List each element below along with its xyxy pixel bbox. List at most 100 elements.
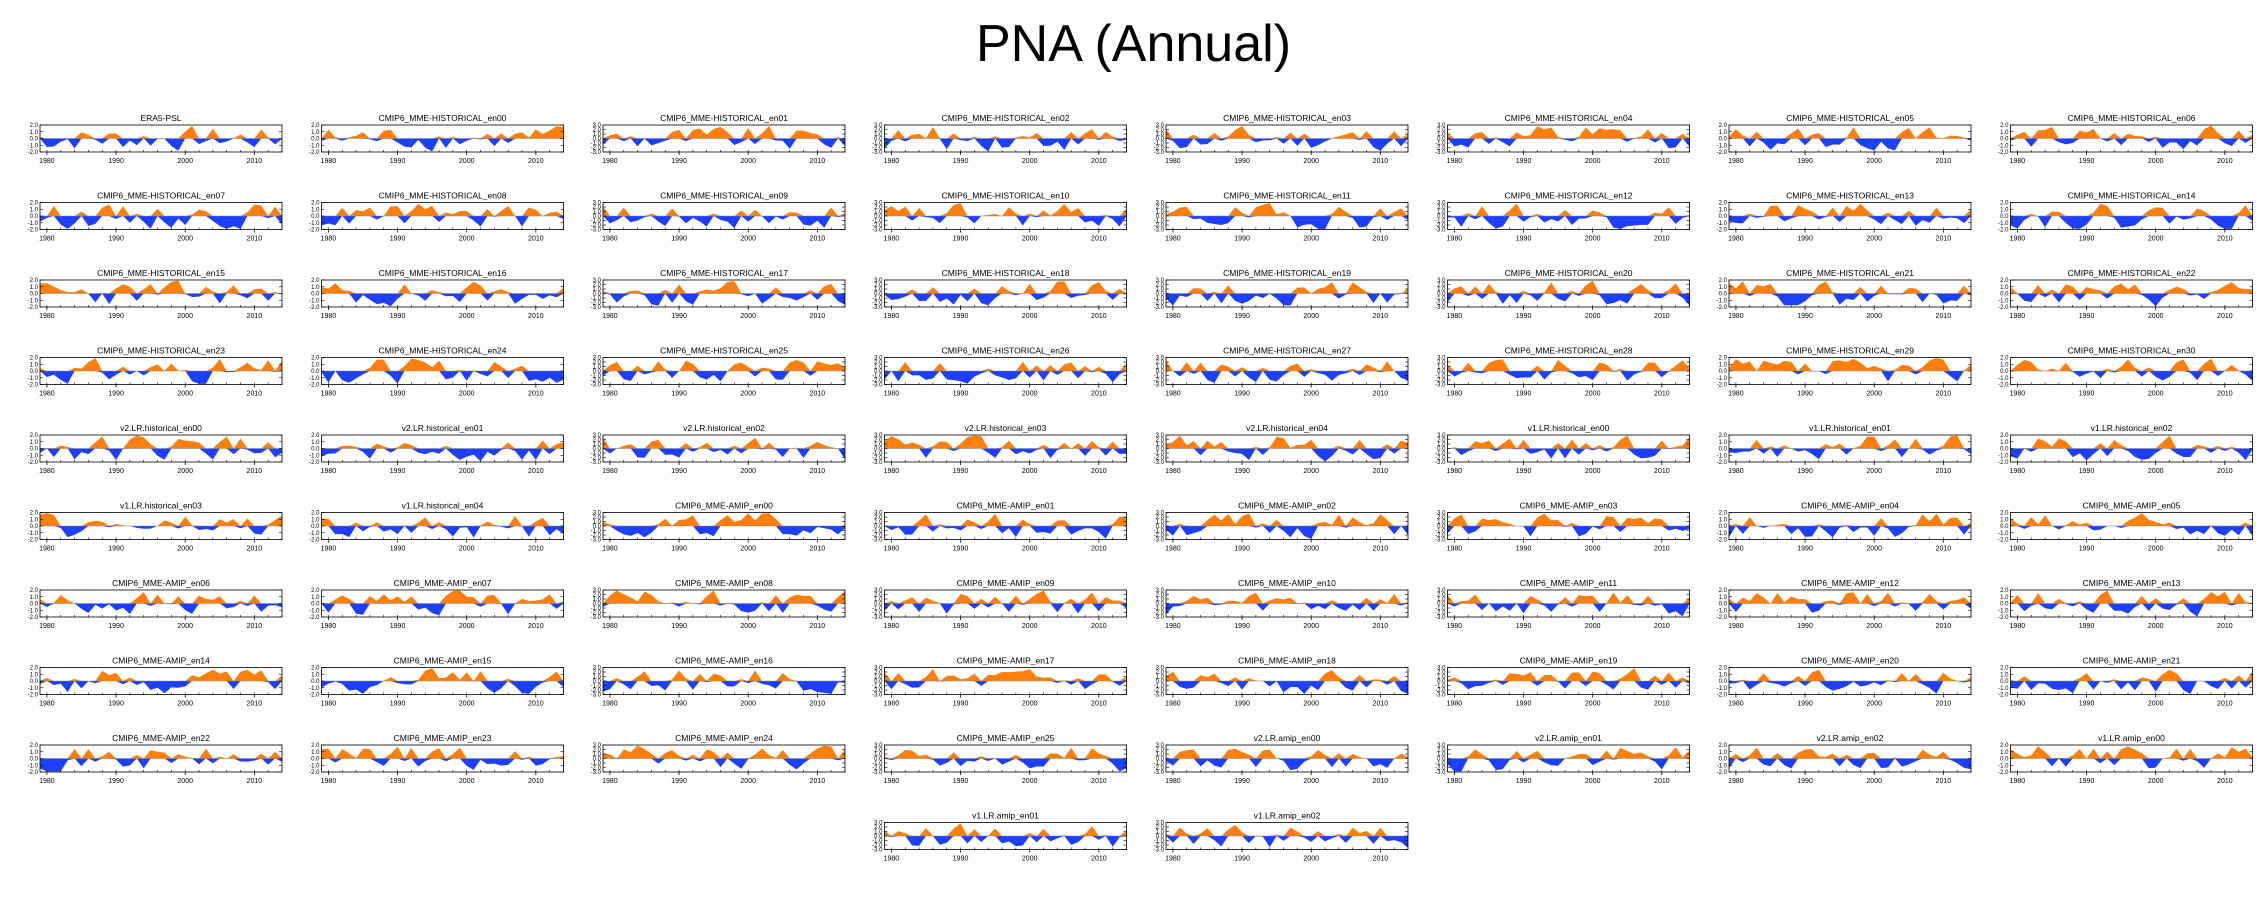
panel-42: CMIP6_MME-AMIP_en00 1980 1990 2000 2010 3.02.… xyxy=(591,501,846,553)
y-tick-label: 0.0 xyxy=(311,524,320,530)
panel-title: CMIP6_MME-AMIP_en19 xyxy=(1520,656,1618,666)
panel-title: v2.LR.amip_en01 xyxy=(1535,733,1602,743)
y-tick-label: -1.0 xyxy=(1435,374,1446,380)
y-tick-label: 1.0 xyxy=(1719,517,1728,523)
x-tick-label: 1980 xyxy=(321,236,337,243)
panel-12: CMIP6_MME-HISTORICAL_en11 1980 1990 2000 201… xyxy=(1154,191,1409,243)
negative-area xyxy=(1729,216,1971,226)
positive-area xyxy=(40,748,282,759)
x-tick-label: 2010 xyxy=(1373,856,1389,863)
y-tick-label: 1.0 xyxy=(2000,285,2009,291)
panel-title: CMIP6_MME-HISTORICAL_en17 xyxy=(660,268,788,278)
negative-area xyxy=(1166,836,1408,848)
panel-66: CMIP6_MME-AMIP_en24 1980 1990 2000 2010 3.02.… xyxy=(591,733,846,785)
y-tick-label: 0.0 xyxy=(1719,602,1728,608)
y-tick-label: 3.0 xyxy=(593,123,602,129)
y-tick-label: 2.0 xyxy=(1719,666,1728,672)
x-tick-label: 2000 xyxy=(1585,468,1601,475)
y-tick-label: 1.0 xyxy=(1156,365,1165,371)
x-tick-label: 2010 xyxy=(247,158,263,165)
x-tick-label: 1990 xyxy=(1234,546,1250,553)
y-tick-label: -2.0 xyxy=(1717,150,1728,156)
x-tick-label: 1990 xyxy=(1234,468,1250,475)
positive-area xyxy=(1166,748,1408,759)
y-tick-label: 2.0 xyxy=(2000,278,2009,284)
panel-10: CMIP6_MME-HISTORICAL_en09 1980 1990 2000 201… xyxy=(591,191,846,243)
x-tick-label: 2000 xyxy=(1866,158,1882,165)
positive-area xyxy=(1166,592,1408,604)
y-tick-label: 2.0 xyxy=(1437,205,1446,211)
y-tick-label: 0.0 xyxy=(1156,137,1165,143)
x-tick-label: 2000 xyxy=(1585,236,1601,243)
negative-area xyxy=(40,526,282,538)
x-tick-label: 1980 xyxy=(1728,546,1744,553)
y-tick-label: -2.0 xyxy=(28,305,39,311)
x-tick-label: 2000 xyxy=(740,623,756,630)
x-tick-label: 2010 xyxy=(1936,701,1952,708)
y-tick-label: -1.0 xyxy=(1154,529,1165,535)
x-tick-label: 1990 xyxy=(1234,778,1250,785)
y-tick-label: -3.0 xyxy=(1435,615,1446,621)
panel-title: CMIP6_MME-HISTORICAL_en14 xyxy=(2068,191,2196,201)
positive-area xyxy=(2010,513,2253,526)
y-tick-label: 1.0 xyxy=(1437,210,1446,216)
negative-area xyxy=(603,293,845,306)
y-tick-label: 2.0 xyxy=(593,205,602,211)
panel-title: CMIP6_MME-AMIP_en22 xyxy=(112,733,210,743)
y-tick-label: 3.0 xyxy=(593,743,602,749)
negative-area xyxy=(1166,448,1408,462)
x-tick-label: 1990 xyxy=(108,313,124,320)
y-tick-label: 1.0 xyxy=(1437,365,1446,371)
y-tick-label: -2.0 xyxy=(1998,228,2009,234)
x-tick-label: 2000 xyxy=(740,468,756,475)
y-tick-label: 0.0 xyxy=(311,214,320,220)
x-tick-label: 2000 xyxy=(1303,701,1319,708)
y-tick-label: -2.0 xyxy=(1154,843,1165,849)
y-tick-label: -2.0 xyxy=(309,383,320,389)
y-tick-label: 0.0 xyxy=(593,137,602,143)
panel-38: v1.LR.historical_en01 1980 1990 2000 2010 2.0… xyxy=(1717,423,1972,475)
x-tick-label: 1980 xyxy=(1165,778,1181,785)
negative-area xyxy=(1166,526,1408,539)
y-tick-label: -1.0 xyxy=(1154,606,1165,612)
x-tick-label: 2010 xyxy=(1654,391,1670,398)
y-tick-label: 0.0 xyxy=(30,214,39,220)
x-tick-label: 2010 xyxy=(810,701,826,708)
positive-area xyxy=(321,515,564,526)
y-tick-label: -2.0 xyxy=(872,456,883,462)
x-tick-label: 2010 xyxy=(1373,158,1389,165)
positive-area xyxy=(1447,435,1690,449)
y-tick-label: 2.0 xyxy=(593,593,602,599)
x-tick-label: 1990 xyxy=(390,236,406,243)
y-tick-label: -2.0 xyxy=(1717,770,1728,776)
y-tick-label: 0.0 xyxy=(2000,369,2009,375)
panel-title: v1.LR.amip_en00 xyxy=(2098,733,2165,743)
negative-area xyxy=(884,448,1127,459)
x-tick-label: 1990 xyxy=(390,468,406,475)
y-tick-label: -3.0 xyxy=(872,693,883,699)
negative-area xyxy=(884,138,1127,152)
x-tick-label: 1990 xyxy=(1516,313,1532,320)
y-tick-label: -2.0 xyxy=(1154,533,1165,539)
y-tick-label: -2.0 xyxy=(309,150,320,156)
y-tick-label: 0.0 xyxy=(593,524,602,530)
x-tick-label: 1990 xyxy=(1516,158,1532,165)
y-tick-label: 1.0 xyxy=(1156,830,1165,836)
negative-area xyxy=(1447,681,1690,690)
panel-title: CMIP6_MME-HISTORICAL_en19 xyxy=(1223,268,1351,278)
y-tick-label: -1.0 xyxy=(1154,684,1165,690)
panel-46: CMIP6_MME-AMIP_en04 1980 1990 2000 2010 2.01.… xyxy=(1717,501,1972,553)
x-tick-label: 2010 xyxy=(528,391,544,398)
x-tick-label: 1990 xyxy=(671,546,687,553)
x-tick-label: 1990 xyxy=(953,856,969,863)
positive-area xyxy=(1729,127,1971,139)
positive-area xyxy=(1447,126,1690,139)
y-tick-label: 0.0 xyxy=(1437,292,1446,298)
panel-title: CMIP6_MME-AMIP_en05 xyxy=(2083,501,2181,511)
negative-area xyxy=(884,371,1127,384)
x-tick-label: 2010 xyxy=(1091,391,1107,398)
positive-area xyxy=(603,670,845,681)
panel-title: ERA5-PSL xyxy=(140,113,181,123)
panel-title: v2.LR.historical_en00 xyxy=(120,423,202,433)
panel-6: CMIP6_MME-HISTORICAL_en05 1980 1990 2000 201… xyxy=(1717,113,1972,165)
